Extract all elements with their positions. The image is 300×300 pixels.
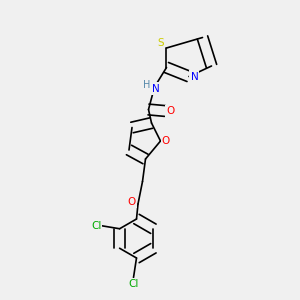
- Text: N: N: [190, 71, 198, 82]
- Text: S: S: [157, 38, 164, 49]
- Text: Cl: Cl: [128, 279, 139, 289]
- Text: Cl: Cl: [91, 221, 101, 231]
- Text: H: H: [143, 80, 151, 91]
- Text: O: O: [162, 136, 170, 146]
- Text: N: N: [152, 83, 160, 94]
- Text: O: O: [127, 196, 136, 207]
- Text: O: O: [166, 106, 175, 116]
